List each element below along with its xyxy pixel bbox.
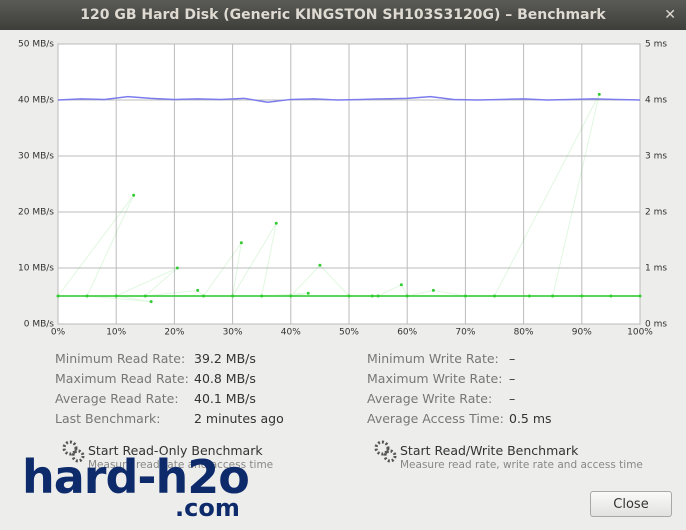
access-time-point bbox=[231, 294, 235, 298]
stat-value: – bbox=[509, 391, 516, 406]
x-tick-label: 20% bbox=[164, 328, 184, 338]
watermark-suffix: .com bbox=[175, 494, 240, 522]
access-time-point bbox=[56, 294, 60, 298]
y2-tick-label: 5 ms bbox=[645, 40, 667, 50]
stat-label: Minimum Read Rate: bbox=[55, 351, 186, 366]
chart: 0% 10% 20% 30% 40% 50% 60% 70% 80% 90% 100% 0 MB/s 1… bbox=[18, 40, 667, 338]
y2-tick-label: 4 ms bbox=[645, 96, 667, 106]
access-time-point bbox=[114, 294, 118, 298]
stat-value: 40.1 MB/s bbox=[194, 391, 256, 406]
y2-tick-label: 3 ms bbox=[645, 152, 667, 162]
access-time-trace bbox=[57, 94, 640, 303]
stat-value: – bbox=[509, 351, 516, 366]
stat-label: Average Access Time: bbox=[367, 411, 504, 426]
action-subtitle: Measure read rate and access time bbox=[88, 459, 274, 471]
access-time-point bbox=[399, 283, 403, 287]
access-time-point bbox=[132, 193, 136, 197]
access-time-point bbox=[405, 294, 409, 298]
gear-icon bbox=[374, 440, 397, 463]
stat-label: Average Read Rate: bbox=[55, 391, 179, 406]
access-time-point bbox=[609, 294, 613, 298]
y-tick-label: 40 MB/s bbox=[18, 96, 54, 106]
access-time-point bbox=[347, 294, 351, 298]
window-title: 120 GB Hard Disk (Generic KINGSTON SH103… bbox=[80, 7, 606, 23]
x-tick-label: 70% bbox=[455, 328, 475, 338]
stat-label: Last Benchmark: bbox=[55, 411, 161, 426]
y2-tick-label: 2 ms bbox=[645, 208, 667, 218]
access-time-point bbox=[306, 291, 310, 295]
access-time-point bbox=[463, 294, 467, 298]
gear-icon bbox=[62, 440, 85, 463]
stat-label: Maximum Write Rate: bbox=[367, 371, 503, 386]
stat-value: 39.2 MB/s bbox=[194, 351, 256, 366]
stat-value: 0.5 ms bbox=[509, 411, 552, 426]
watermark: hard-h2o bbox=[22, 450, 250, 504]
access-time-point bbox=[289, 294, 293, 298]
y-tick-label: 20 MB/s bbox=[18, 208, 54, 218]
access-time-point bbox=[85, 294, 89, 298]
close-button[interactable]: Close bbox=[590, 491, 672, 517]
access-time-point bbox=[274, 221, 278, 225]
access-time-point bbox=[431, 288, 435, 292]
access-time-point bbox=[202, 294, 205, 298]
x-tick-label: 30% bbox=[223, 328, 243, 338]
stat-label: Average Write Rate: bbox=[367, 391, 493, 406]
access-time-point bbox=[149, 300, 153, 304]
access-time-point bbox=[638, 294, 642, 298]
stat-value: 2 minutes ago bbox=[194, 411, 284, 426]
read-write-action[interactable]: Start Read/Write Benchmark Measure read … bbox=[374, 440, 643, 471]
access-time-point bbox=[551, 294, 555, 298]
x-tick-label: 80% bbox=[514, 328, 534, 338]
access-time-point bbox=[580, 294, 584, 298]
access-time-point bbox=[260, 294, 264, 298]
access-time-point bbox=[597, 92, 601, 96]
y-tick-label: 30 MB/s bbox=[18, 152, 54, 162]
access-time-point bbox=[175, 266, 179, 270]
x-tick-label: 10% bbox=[106, 328, 126, 338]
x-tick-label: 60% bbox=[397, 328, 417, 338]
stat-value: 40.8 MB/s bbox=[194, 371, 256, 386]
y-tick-label: 50 MB/s bbox=[18, 40, 54, 50]
access-time-point bbox=[376, 294, 380, 298]
access-time-point bbox=[239, 241, 243, 245]
stat-label: Maximum Read Rate: bbox=[55, 371, 189, 386]
action-title: Start Read-Only Benchmark bbox=[88, 443, 263, 458]
y-tick-label: 10 MB/s bbox=[18, 264, 54, 274]
x-tick-label: 40% bbox=[281, 328, 301, 338]
action-subtitle: Measure read rate, write rate and access… bbox=[400, 459, 643, 471]
x-tick-label: 0% bbox=[51, 328, 66, 338]
access-time-point bbox=[527, 294, 531, 298]
y2-tick-label: 0 ms bbox=[645, 320, 667, 330]
title-bar: 120 GB Hard Disk (Generic KINGSTON SH103… bbox=[0, 0, 686, 30]
access-time-point bbox=[493, 294, 496, 298]
close-x[interactable]: ✕ bbox=[664, 7, 676, 23]
x-tick-label: 100% bbox=[627, 328, 653, 338]
stat-value: – bbox=[509, 371, 516, 386]
y2-tick-label: 1 ms bbox=[645, 264, 667, 274]
access-time-point bbox=[143, 294, 147, 298]
access-time-point bbox=[318, 263, 322, 267]
x-tick-label: 50% bbox=[339, 328, 359, 338]
action-title: Start Read/Write Benchmark bbox=[400, 443, 579, 458]
read-rate-line bbox=[57, 95, 641, 103]
access-time-point bbox=[370, 294, 374, 298]
x-tick-label: 90% bbox=[572, 328, 592, 338]
y-tick-label: 0 MB/s bbox=[24, 320, 55, 330]
access-time-point bbox=[196, 288, 200, 292]
stat-label: Minimum Write Rate: bbox=[367, 351, 499, 366]
read-only-action[interactable]: Start Read-Only Benchmark Measure read r… bbox=[62, 440, 274, 471]
